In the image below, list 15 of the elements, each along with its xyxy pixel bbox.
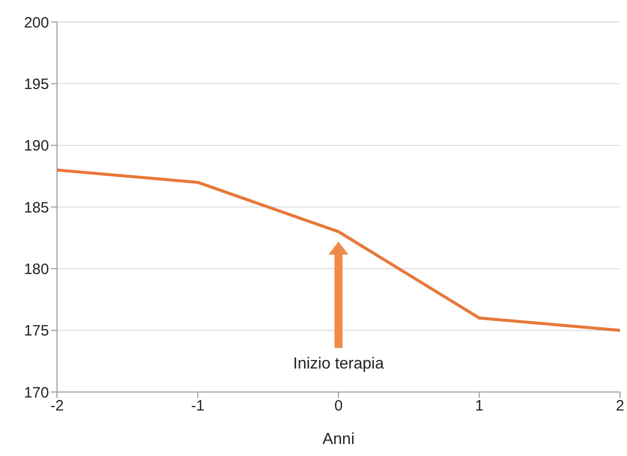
y-tick-label: 170 (24, 384, 49, 402)
x-tick-label: -2 (50, 398, 64, 415)
x-axis-title: Anni (322, 431, 355, 448)
y-tick-label: 190 (24, 138, 49, 155)
x-tick-label: 1 (475, 398, 484, 415)
y-tick-label: 175 (24, 322, 49, 340)
annotation: Inizio terapia (293, 356, 384, 372)
y-tick-label: 195 (24, 76, 49, 93)
x-tick-label: -1 (191, 398, 204, 415)
y-tick-label: 200 (24, 14, 49, 32)
y-tick-label: 185 (24, 199, 49, 216)
x-tick-label: 2 (616, 398, 624, 415)
x-tick-label: 0 (334, 398, 343, 415)
line-series (57, 168, 620, 332)
y-tick-label: 180 (24, 260, 49, 278)
